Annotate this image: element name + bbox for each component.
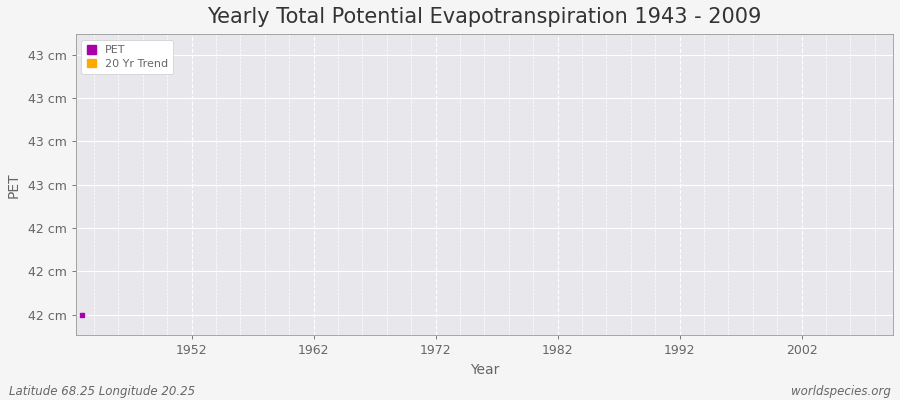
Text: worldspecies.org: worldspecies.org [791, 385, 891, 398]
Y-axis label: PET: PET [7, 172, 21, 198]
Text: Latitude 68.25 Longitude 20.25: Latitude 68.25 Longitude 20.25 [9, 385, 195, 398]
X-axis label: Year: Year [470, 363, 500, 377]
Title: Yearly Total Potential Evapotranspiration 1943 - 2009: Yearly Total Potential Evapotranspiratio… [207, 7, 761, 27]
Legend: PET, 20 Yr Trend: PET, 20 Yr Trend [81, 40, 174, 74]
